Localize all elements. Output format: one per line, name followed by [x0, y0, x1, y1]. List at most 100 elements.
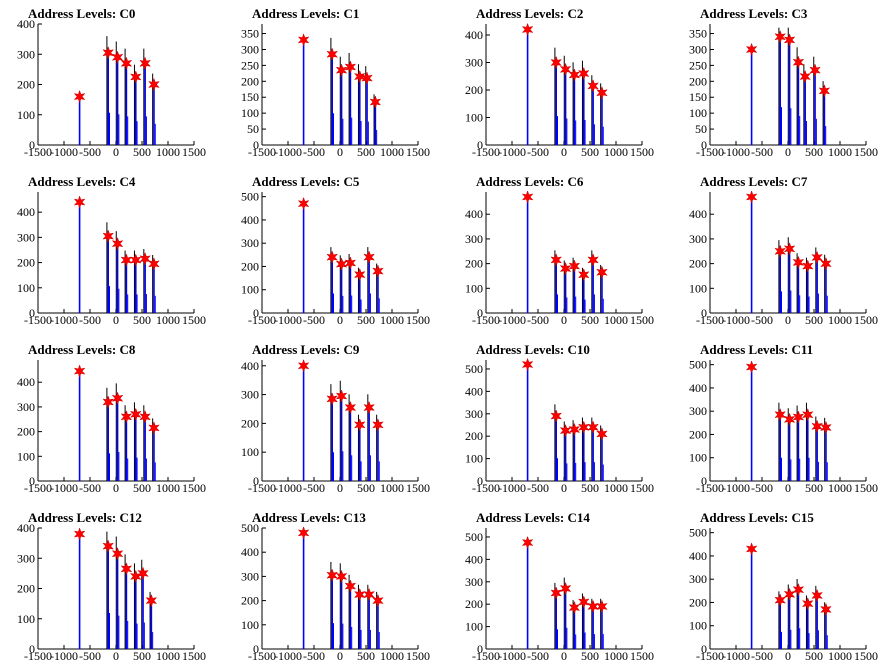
y-tick-label: 100	[241, 283, 259, 297]
peak-marker	[783, 587, 796, 602]
x-tick-label: 1000	[604, 481, 628, 495]
peak-marker	[344, 579, 357, 593]
y-tick-label: 150	[689, 90, 707, 104]
chart-panel: Address Levels: C11 0 100 200 300 400 500 -1500…	[672, 336, 896, 504]
chart-title: Address Levels: C13	[252, 510, 366, 525]
x-tick-label: 1000	[604, 649, 628, 663]
chart-svg: 0 100 200 300 400 -1500-1000 -500 0 500 1000 1500	[17, 521, 206, 663]
peak-marker	[120, 56, 133, 71]
x-tick-label: 1000	[156, 313, 180, 327]
x-tick-label: -1000	[498, 313, 526, 327]
x-tick-label: 1500	[630, 145, 654, 159]
y-tick-label: 200	[465, 257, 483, 271]
y-tick-label: 500	[465, 362, 483, 376]
x-tick-label: -1500	[24, 313, 52, 327]
x-tick-label: 0	[113, 145, 119, 159]
peak-marker	[335, 63, 348, 77]
peak-marker	[521, 22, 534, 37]
x-tick-label: -1000	[274, 313, 302, 327]
y-tick-label: 200	[241, 594, 259, 608]
chart-panel: Address Levels: C0 0 100 200 300 400 -1500 -100…	[0, 0, 224, 168]
peak-marker	[820, 420, 832, 435]
y-tick-label: 350	[689, 27, 707, 41]
x-tick-label: -500	[751, 313, 773, 327]
x-tick-label: -1000	[722, 145, 750, 159]
peak-marker	[326, 250, 339, 264]
peak-marker	[344, 256, 357, 270]
peak-marker	[745, 542, 758, 556]
y-tick-label: 500	[689, 358, 707, 372]
y-tick-label: 100	[241, 618, 259, 632]
peak-marker	[596, 427, 608, 441]
peak-marker	[783, 33, 796, 47]
peak-marker	[111, 236, 124, 251]
peak-marker	[73, 527, 86, 541]
y-tick-label: 100	[465, 452, 483, 466]
y-tick-label: 200	[689, 74, 707, 88]
peak-marker	[326, 568, 339, 582]
peak-marker	[145, 593, 158, 608]
peak-marker	[550, 55, 563, 70]
peak-marker	[792, 410, 805, 424]
x-tick-label: -500	[79, 145, 101, 159]
y-tick-label: 0	[29, 306, 35, 320]
peak-marker	[363, 587, 375, 602]
peak-marker	[102, 45, 115, 60]
peak-marker	[792, 55, 805, 69]
chart-panel: Address Levels: C6 0 100 200 300 400 -1500 -100…	[448, 168, 672, 336]
x-tick-label: -500	[79, 313, 101, 327]
chart-panel: Address Levels: C13 0 100 200 300 400 500 -1500…	[224, 504, 448, 672]
peak-marker	[774, 244, 787, 259]
peak-marker	[587, 79, 599, 93]
x-tick-label: 500	[581, 481, 599, 495]
chart-title: Address Levels: C15	[700, 510, 814, 525]
x-tick-label: 500	[805, 649, 823, 663]
peak-marker	[820, 602, 832, 617]
peak-marker	[550, 409, 563, 423]
peak-marker	[73, 364, 86, 378]
peak-marker	[774, 407, 787, 422]
chart-panel: Address Levels: C2 0 100 200 300 400 -1500 -100…	[448, 0, 672, 168]
y-tick-label: 400	[17, 375, 35, 389]
peak-marker	[335, 389, 348, 403]
chart-svg: 0 100 200 300 400 500 -1500-1000 -500 0 500 1000 15…	[465, 528, 654, 663]
y-tick-label: 200	[17, 256, 35, 270]
x-tick-label: 1000	[828, 649, 852, 663]
x-tick-label: -1500	[696, 481, 724, 495]
x-tick-label: 1000	[156, 649, 180, 663]
y-tick-label: 300	[689, 42, 707, 56]
chart-svg: 0 100 200 300 400 -1500-1000 -500 0 500 1000 1500	[17, 192, 206, 327]
chart-panel: Address Levels: C1 0 50 100 150 200 250 300 350 -…	[224, 0, 448, 168]
peak-marker	[353, 267, 366, 282]
peak-marker	[811, 250, 823, 265]
x-tick-label: 1000	[156, 145, 180, 159]
x-tick-label: -1000	[50, 313, 78, 327]
peak-marker	[353, 69, 366, 84]
x-tick-label: 500	[581, 649, 599, 663]
chart-title: Address Levels: C7	[700, 174, 808, 189]
peak-marker	[577, 66, 590, 81]
y-tick-label: 0	[253, 306, 259, 320]
y-tick-label: 400	[17, 205, 35, 219]
chart-panel: Address Levels: C9 0 100 200 300 400 -1500 -100…	[224, 336, 448, 504]
chart-panel: Address Levels: C7 0 100 200 300 400 -1500 -100…	[672, 168, 896, 336]
x-tick-label: -500	[751, 649, 773, 663]
x-tick-label: -1500	[472, 313, 500, 327]
y-tick-label: 200	[689, 257, 707, 271]
x-tick-label: -1500	[472, 481, 500, 495]
x-tick-label: -1000	[498, 649, 526, 663]
peak-marker	[148, 257, 160, 271]
x-tick-label: 500	[133, 145, 151, 159]
y-tick-label: 200	[689, 595, 707, 609]
y-tick-label: 300	[17, 400, 35, 414]
peak-marker	[73, 89, 86, 104]
x-tick-label: 500	[581, 145, 599, 159]
peak-marker	[521, 535, 534, 550]
x-tick-label: 1500	[854, 145, 878, 159]
x-tick-label: 1000	[828, 145, 852, 159]
x-tick-label: 1500	[182, 649, 206, 663]
peak-marker	[521, 357, 534, 372]
y-tick-label: 100	[689, 619, 707, 633]
peak-marker	[369, 95, 382, 109]
